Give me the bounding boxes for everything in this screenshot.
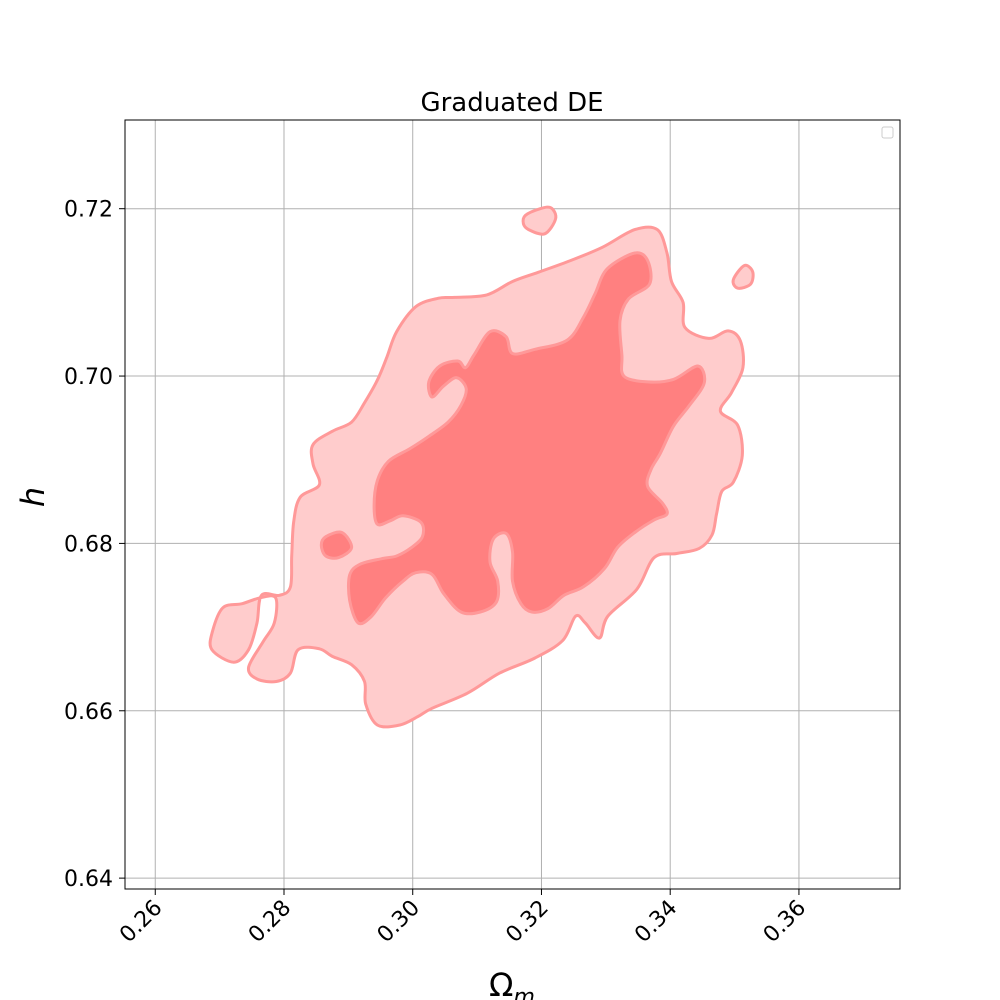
y-axis-label: h	[14, 487, 52, 507]
contour-regions	[208, 205, 755, 729]
y-tick-label: 0.68	[64, 532, 113, 557]
y-tick-label: 0.66	[64, 700, 113, 725]
inner-contour-region	[319, 530, 354, 560]
outer-contour-region	[521, 205, 558, 236]
y-tick-label: 0.64	[64, 867, 113, 892]
outer-contour-region	[731, 263, 755, 290]
inner-contour-region	[346, 251, 707, 626]
x-axis-label: Ωm	[489, 966, 535, 1000]
y-tick-label: 0.72	[64, 198, 113, 223]
x-axis-label-main: Ω	[489, 966, 513, 1000]
y-tick-label: 0.70	[64, 365, 113, 390]
legend-box	[881, 126, 894, 139]
x-axis-label-subscript: m	[514, 985, 535, 1000]
plot-frame	[124, 119, 901, 890]
chart-title: Graduated DE	[420, 88, 603, 118]
